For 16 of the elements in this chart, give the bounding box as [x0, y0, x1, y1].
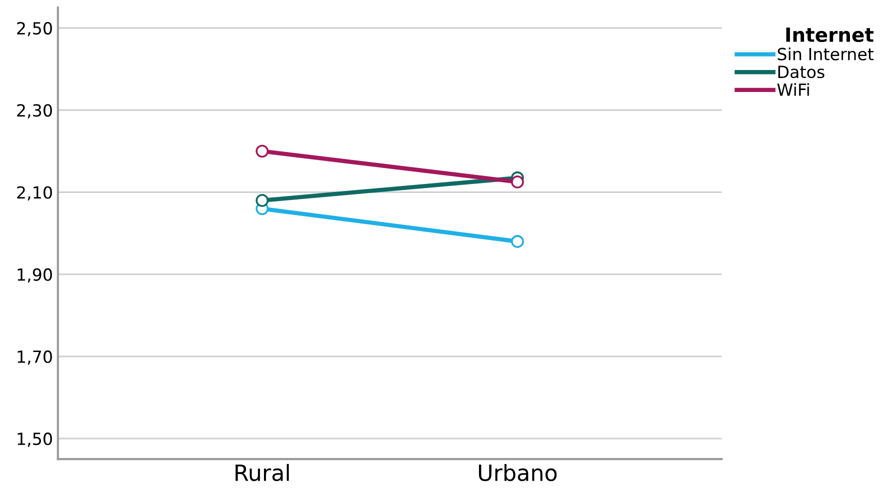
point — [511, 235, 524, 248]
point — [256, 144, 269, 158]
y-tick-label: 1,90 — [18, 268, 52, 283]
y-tick-label: 1,70 — [18, 350, 52, 365]
legend-label: Datos — [778, 66, 824, 78]
point — [511, 176, 524, 188]
y-tick-label: 1,50 — [18, 432, 52, 447]
legend-title: Internet — [786, 28, 874, 42]
x-tick-label: Rural — [236, 464, 289, 482]
y-tick-label: 2,10 — [17, 186, 52, 200]
y-tick-label: 2,50 — [17, 22, 52, 36]
x-tick-label: Urbano — [478, 464, 557, 482]
legend-label: WiFi — [777, 83, 809, 96]
legend-label: Sin Internet — [778, 47, 874, 60]
y-tick-label: 2,30 — [17, 104, 52, 118]
point — [256, 194, 269, 207]
